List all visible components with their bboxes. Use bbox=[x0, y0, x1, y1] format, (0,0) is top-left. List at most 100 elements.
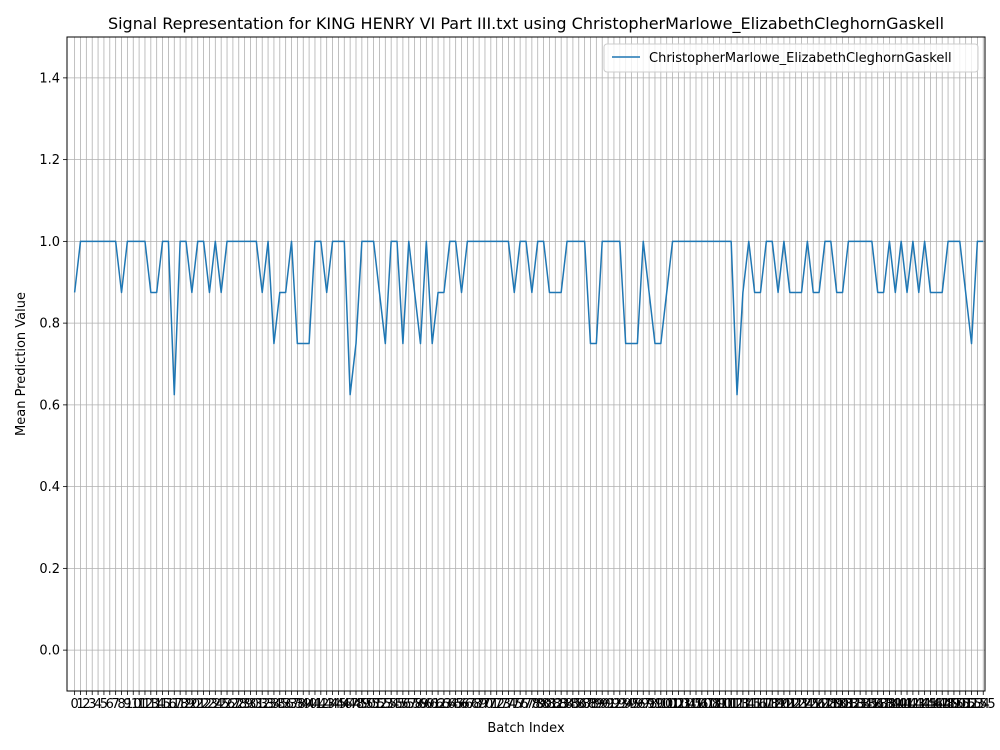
x-tick-label: 9 bbox=[123, 697, 131, 712]
x-tick-label: 122 bbox=[777, 697, 802, 712]
x-tick-label: 35 bbox=[272, 697, 289, 712]
x-tick-label: 143 bbox=[900, 697, 925, 712]
x-tick-label: 99 bbox=[647, 697, 664, 712]
x-tick-label: 6 bbox=[106, 697, 114, 712]
x-tick-label: 115 bbox=[736, 697, 761, 712]
x-tick-label: 52 bbox=[371, 697, 388, 712]
y-axis-ticks: 0.0 0.2 0.4 0.6 0.8 1.0 1.2 1.4 bbox=[39, 71, 67, 659]
x-tick-label: 12 bbox=[137, 697, 154, 712]
x-tick-label: 20 bbox=[184, 697, 201, 712]
legend-box bbox=[603, 43, 979, 73]
x-tick-label: 42 bbox=[313, 697, 330, 712]
x-tick-label: 97 bbox=[635, 697, 652, 712]
x-tick-label: 134 bbox=[848, 697, 873, 712]
x-tick-label: 21 bbox=[189, 697, 206, 712]
x-tick-label: 75 bbox=[506, 697, 523, 712]
x-tick-label: 65 bbox=[447, 697, 464, 712]
x-tick-label: 80 bbox=[535, 697, 552, 712]
x-tick-label: 77 bbox=[518, 697, 535, 712]
x-tick-label: 81 bbox=[541, 697, 558, 712]
x-tick-label: 108 bbox=[695, 697, 720, 712]
x-tick-label: 125 bbox=[795, 697, 820, 712]
x-tick-label: 49 bbox=[354, 697, 371, 712]
x-tick-label: 48 bbox=[348, 697, 365, 712]
x-tick-label: 151 bbox=[947, 697, 972, 712]
x-tick-label: 39 bbox=[295, 697, 312, 712]
x-tick-label: 136 bbox=[859, 697, 884, 712]
x-tick-label: 2 bbox=[82, 697, 90, 712]
x-tick-label: 149 bbox=[936, 697, 961, 712]
x-tick-label: 120 bbox=[766, 697, 791, 712]
x-tick-label: 34 bbox=[266, 697, 283, 712]
series-layer bbox=[73, 240, 984, 396]
x-gridlines bbox=[74, 37, 984, 691]
x-tick-label: 46 bbox=[336, 697, 353, 712]
x-tick-label: 25 bbox=[213, 697, 230, 712]
series-line-0 bbox=[73, 240, 984, 396]
x-tick-label: 64 bbox=[442, 697, 459, 712]
x-tick-label: 154 bbox=[965, 697, 990, 712]
x-tick-label: 30 bbox=[242, 697, 259, 712]
x-tick-label: 114 bbox=[730, 697, 755, 712]
x-tick-label: 89 bbox=[588, 697, 605, 712]
x-tick-label: 153 bbox=[959, 697, 984, 712]
x-tick-label: 139 bbox=[877, 697, 902, 712]
x-tick-label: 38 bbox=[289, 697, 306, 712]
x-tick-label: 32 bbox=[254, 697, 271, 712]
x-tick-label: 50 bbox=[359, 697, 376, 712]
x-tick-label: 31 bbox=[248, 697, 265, 712]
y-tick-label: 0.0 bbox=[39, 644, 60, 659]
x-tick-label: 78 bbox=[524, 697, 541, 712]
x-tick-label: 53 bbox=[377, 697, 394, 712]
x-tick-label: 83 bbox=[553, 697, 570, 712]
x-tick-label: 41 bbox=[307, 697, 324, 712]
x-tick-label: 19 bbox=[178, 697, 195, 712]
x-tick-label: 29 bbox=[236, 697, 253, 712]
x-tick-label: 111 bbox=[713, 697, 738, 712]
x-tick-label: 150 bbox=[942, 697, 967, 712]
x-tick-label: 148 bbox=[930, 697, 955, 712]
x-tick-label: 147 bbox=[924, 697, 949, 712]
x-tick-label: 101 bbox=[654, 697, 679, 712]
y-tick-label: 1.0 bbox=[39, 235, 60, 250]
x-tick-label: 33 bbox=[260, 697, 277, 712]
x-tick-label: 95 bbox=[623, 697, 640, 712]
x-tick-label: 73 bbox=[494, 697, 511, 712]
x-tick-label: 74 bbox=[500, 697, 517, 712]
x-tick-label: 68 bbox=[465, 697, 482, 712]
x-tick-label: 100 bbox=[648, 697, 673, 712]
x-tick-label: 45 bbox=[330, 697, 347, 712]
x-tick-label: 94 bbox=[617, 697, 634, 712]
x-tick-label: 15 bbox=[154, 697, 171, 712]
x-tick-label: 144 bbox=[906, 697, 931, 712]
x-tick-label: 141 bbox=[889, 697, 914, 712]
x-tick-label: 70 bbox=[477, 697, 494, 712]
x-tick-label: 135 bbox=[854, 697, 879, 712]
y-tick-label: 0.6 bbox=[39, 398, 60, 413]
x-tick-label: 137 bbox=[865, 697, 890, 712]
x-tick-label: 119 bbox=[760, 697, 785, 712]
x-tick-label: 104 bbox=[672, 697, 697, 712]
x-tick-label: 93 bbox=[612, 697, 629, 712]
x-tick-label: 102 bbox=[660, 697, 685, 712]
x-tick-label: 28 bbox=[230, 697, 247, 712]
x-tick-label: 129 bbox=[818, 697, 843, 712]
x-tick-label: 130 bbox=[824, 697, 849, 712]
x-tick-label: 13 bbox=[143, 697, 160, 712]
x-tick-label: 10 bbox=[125, 697, 142, 712]
y-tick-label: 0.2 bbox=[39, 562, 60, 577]
x-tick-label: 51 bbox=[365, 697, 382, 712]
x-tick-label: 121 bbox=[772, 697, 797, 712]
x-tick-label: 131 bbox=[830, 697, 855, 712]
x-tick-label: 61 bbox=[424, 697, 441, 712]
x-tick-label: 126 bbox=[801, 697, 826, 712]
x-axis-ticks: 0123456789101112131415161718192021222324… bbox=[70, 691, 996, 712]
x-tick-label: 152 bbox=[953, 697, 978, 712]
x-tick-label: 22 bbox=[195, 697, 212, 712]
chart-title: Signal Representation for KING HENRY VI … bbox=[108, 14, 944, 34]
x-tick-label: 116 bbox=[742, 697, 767, 712]
x-tick-label: 106 bbox=[684, 697, 709, 712]
x-tick-label: 23 bbox=[201, 697, 218, 712]
x-tick-label: 105 bbox=[678, 697, 703, 712]
